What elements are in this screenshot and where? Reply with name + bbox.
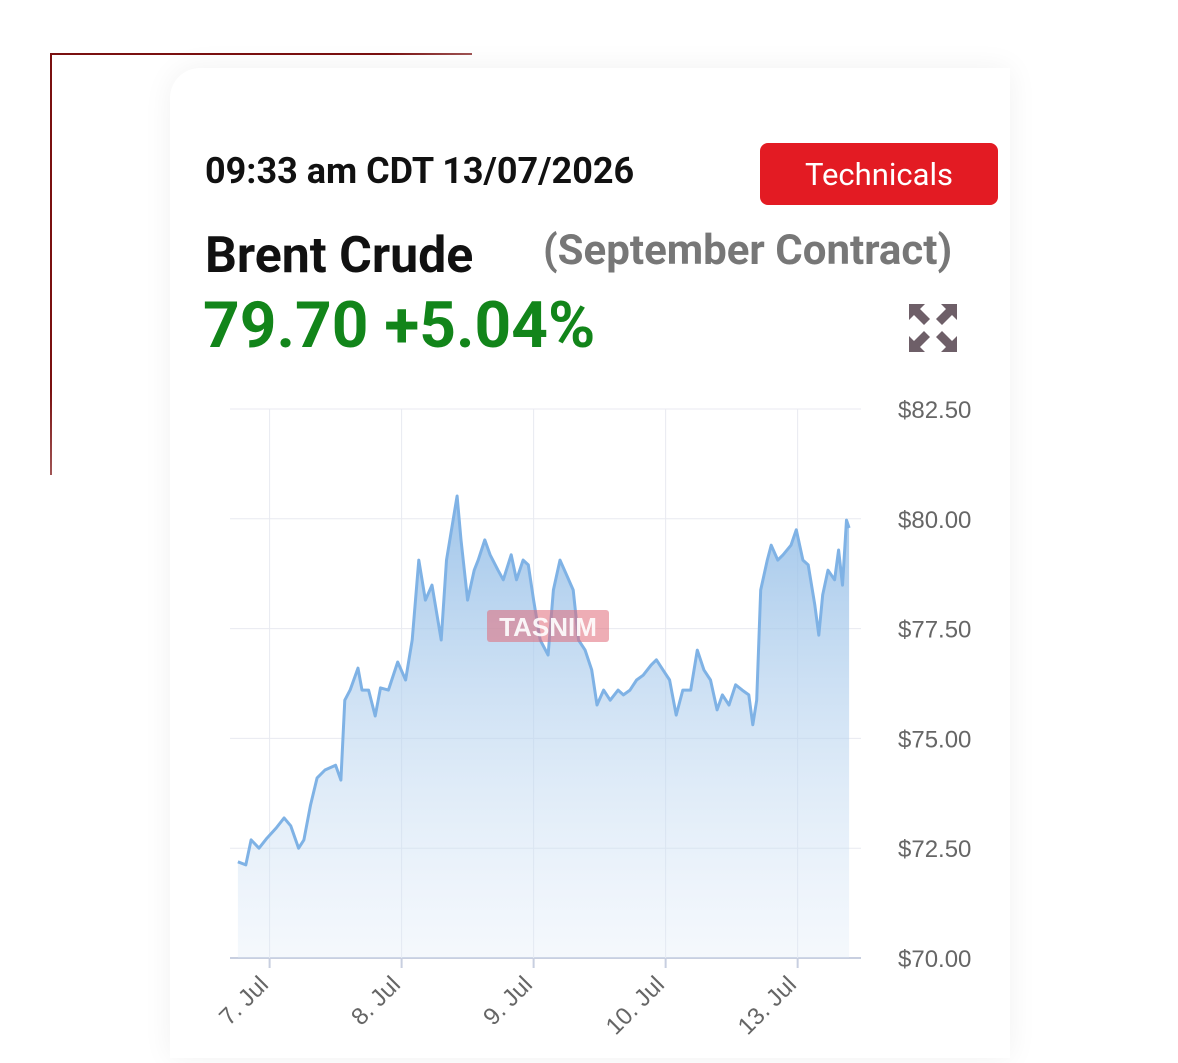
plot bbox=[230, 408, 861, 968]
x-tick-label: 13. Jul bbox=[733, 971, 802, 1040]
frame-decoration bbox=[50, 53, 472, 475]
contract-label: (September Contract) bbox=[543, 226, 953, 275]
watermark: TASNIM bbox=[499, 612, 597, 642]
price-line: 79.70 +5.04% bbox=[203, 288, 595, 363]
price: 79.70 bbox=[203, 288, 369, 363]
x-tick-label: 7. Jul bbox=[214, 971, 274, 1031]
technicals-button[interactable]: Technicals bbox=[760, 143, 998, 205]
instrument-name: Brent Crude bbox=[205, 227, 474, 285]
expand-icon[interactable] bbox=[909, 304, 957, 352]
y-tick-label: $72.50 bbox=[898, 836, 971, 863]
y-tick-label: $70.00 bbox=[898, 946, 971, 973]
line bbox=[237, 494, 851, 867]
watermark-box bbox=[487, 610, 609, 642]
x-tick-label: 9. Jul bbox=[478, 971, 538, 1031]
y-tick-label: $82.50 bbox=[898, 397, 971, 424]
area bbox=[237, 496, 850, 958]
change: +5.04% bbox=[384, 288, 596, 363]
y-tick-label: $77.50 bbox=[898, 617, 971, 644]
x-tick-label: 8. Jul bbox=[346, 971, 406, 1031]
timestamp: 09:33 am CDT 13/07/2026 bbox=[205, 150, 635, 192]
y-tick-label: $80.00 bbox=[898, 507, 971, 534]
x-tick-label: 10. Jul bbox=[601, 971, 670, 1040]
y-tick-label: $75.00 bbox=[898, 726, 971, 753]
